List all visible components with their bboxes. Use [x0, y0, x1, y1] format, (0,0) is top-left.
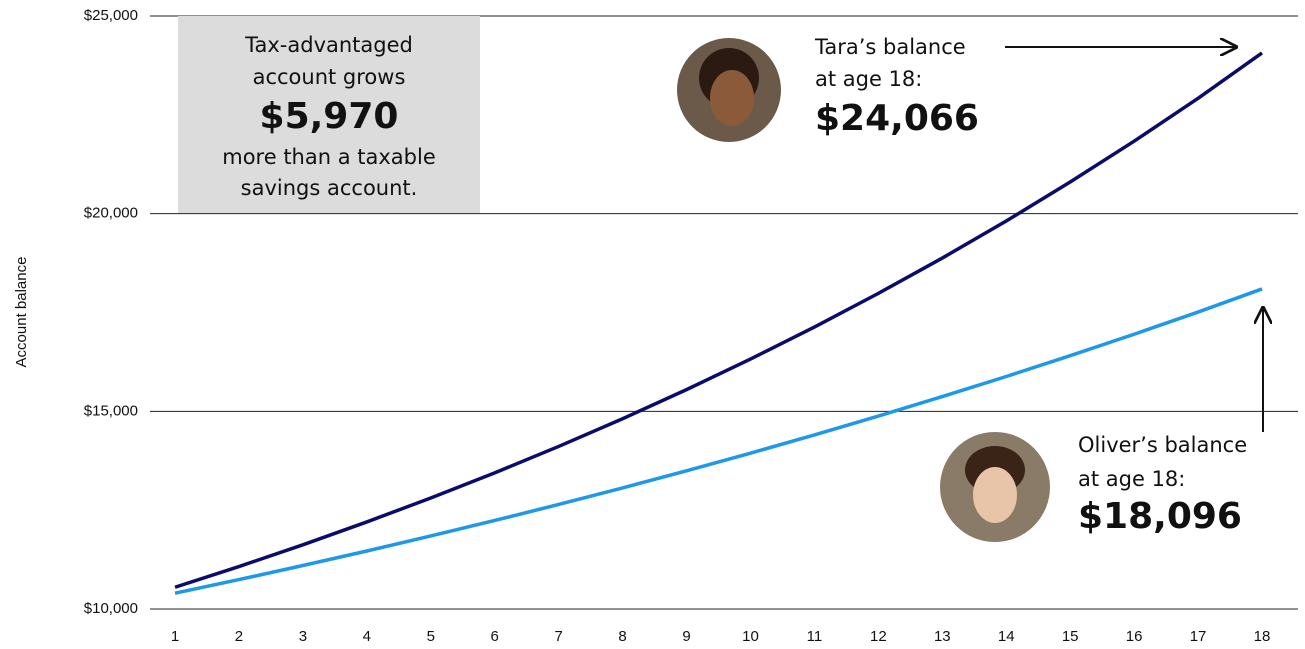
callout-text: Tax-advantaged [244, 33, 413, 57]
tara-amount: $24,066 [815, 98, 979, 139]
tara-note: at age 18: [815, 67, 922, 91]
x-tick-label: 2 [235, 628, 243, 645]
x-tick-label: 11 [807, 628, 823, 645]
oliver-note: at age 18: [1078, 467, 1185, 491]
y-tick-label: $15,000 [84, 402, 138, 419]
tara-photo-detail [710, 70, 754, 126]
series-line [174, 51, 1264, 589]
x-tick-label: 16 [1126, 628, 1143, 645]
callout-text: savings account. [241, 176, 418, 200]
x-tick-label: 6 [491, 628, 499, 645]
oliver-amount: $18,096 [1078, 496, 1242, 537]
y-tick-label: $25,000 [84, 7, 138, 24]
x-tick-label: 18 [1254, 628, 1271, 645]
x-tick-label: 17 [1190, 628, 1207, 645]
x-tick-label: 12 [870, 628, 887, 645]
x-tick-label: 9 [682, 628, 690, 645]
oliver-photo-detail [973, 467, 1017, 523]
oliver-note: Oliver’s balance [1078, 433, 1247, 457]
callout-amount: $5,970 [260, 96, 399, 137]
y-tick-label: $20,000 [84, 205, 138, 222]
y-axis-label: Account balance [13, 257, 30, 368]
y-tick-label: $10,000 [84, 600, 138, 617]
x-tick-label: 13 [934, 628, 951, 645]
x-tick-label: 15 [1062, 628, 1079, 645]
callout-box [178, 16, 480, 213]
callout-text: account grows [253, 65, 406, 89]
x-tick-label: 14 [998, 628, 1015, 645]
x-tick-label: 5 [427, 628, 435, 645]
series-line [174, 287, 1263, 595]
x-tick-label: 7 [554, 628, 562, 645]
x-tick-label: 4 [363, 628, 371, 645]
tara-note: Tara’s balance [814, 35, 966, 59]
x-tick-label: 8 [618, 628, 626, 645]
x-tick-label: 1 [171, 628, 179, 645]
x-tick-label: 10 [742, 628, 759, 645]
callout-text: more than a taxable [222, 145, 436, 169]
x-tick-label: 3 [299, 628, 307, 645]
